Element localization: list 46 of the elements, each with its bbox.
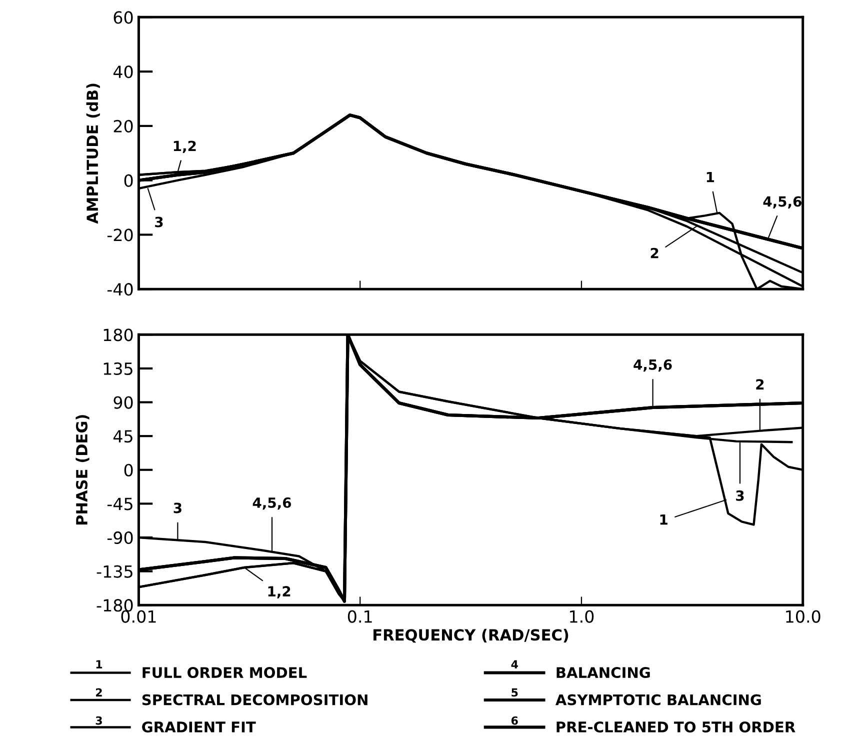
legend-label: GRADIENT FIT bbox=[142, 721, 256, 733]
annotation: 4,5,6 bbox=[252, 497, 292, 510]
annotation: 1,2 bbox=[268, 586, 290, 598]
annotation: 2 bbox=[650, 248, 658, 258]
legend-label: SPECTRAL DECOMPOSITION bbox=[142, 694, 368, 706]
x-tick-label: 1.0 bbox=[570, 610, 594, 623]
annotation: 3 bbox=[736, 490, 744, 501]
annotation: 1,2 bbox=[174, 140, 196, 153]
annotation: 4,5,6 bbox=[634, 359, 672, 372]
y-tick-label: 90 bbox=[114, 396, 133, 409]
x-axis-title: FREQUENCY (RAD/SEC) bbox=[374, 628, 568, 643]
legend-label: FULL ORDER MODEL bbox=[142, 667, 307, 678]
text: 1 bbox=[96, 660, 102, 668]
y-tick-label: -180 bbox=[96, 599, 133, 612]
y-tick-label: 20 bbox=[114, 120, 133, 133]
text: 3 bbox=[96, 716, 102, 725]
annotation: 3 bbox=[174, 502, 182, 514]
text: 4 bbox=[511, 660, 518, 668]
y-tick-label: -45 bbox=[107, 498, 132, 510]
y-tick-label: 0 bbox=[124, 464, 133, 476]
x-tick-label: 0.1 bbox=[348, 610, 372, 623]
y-tick-label: 40 bbox=[113, 66, 133, 78]
y-axis-title: PHASE (DEG) bbox=[76, 415, 90, 525]
y-tick-label: -90 bbox=[107, 531, 133, 544]
y-tick-label: 135 bbox=[104, 362, 132, 376]
y-tick-label: 60 bbox=[114, 11, 133, 24]
y-tick-label: 180 bbox=[104, 328, 133, 342]
y-tick-label: -135 bbox=[96, 565, 132, 578]
annotation: 2 bbox=[756, 379, 764, 390]
y-tick-label: -20 bbox=[107, 228, 133, 242]
annotation: 3 bbox=[155, 216, 163, 228]
annotation: 4,5,6 bbox=[763, 196, 802, 209]
legend-label: PRE-CLEANED TO 5TH ORDER bbox=[556, 721, 796, 733]
annotation: 1 bbox=[706, 172, 714, 182]
annotation: 1 bbox=[660, 514, 668, 525]
x-tick-label: 10.0 bbox=[786, 610, 820, 623]
y-tick-label: 45 bbox=[113, 430, 132, 443]
legend-label: BALANCING bbox=[556, 667, 650, 678]
y-tick-label: 0 bbox=[124, 174, 133, 187]
text: 2 bbox=[96, 688, 102, 696]
x-tick-label: 0.01 bbox=[121, 610, 156, 623]
legend-label: ASYMPTOTIC BALANCING bbox=[555, 694, 761, 706]
text: 6 bbox=[511, 716, 518, 725]
y-tick-label: -40 bbox=[107, 283, 133, 296]
text: 5 bbox=[512, 688, 518, 697]
y-axis-title: AMPLITUDE (dB) bbox=[86, 84, 100, 224]
